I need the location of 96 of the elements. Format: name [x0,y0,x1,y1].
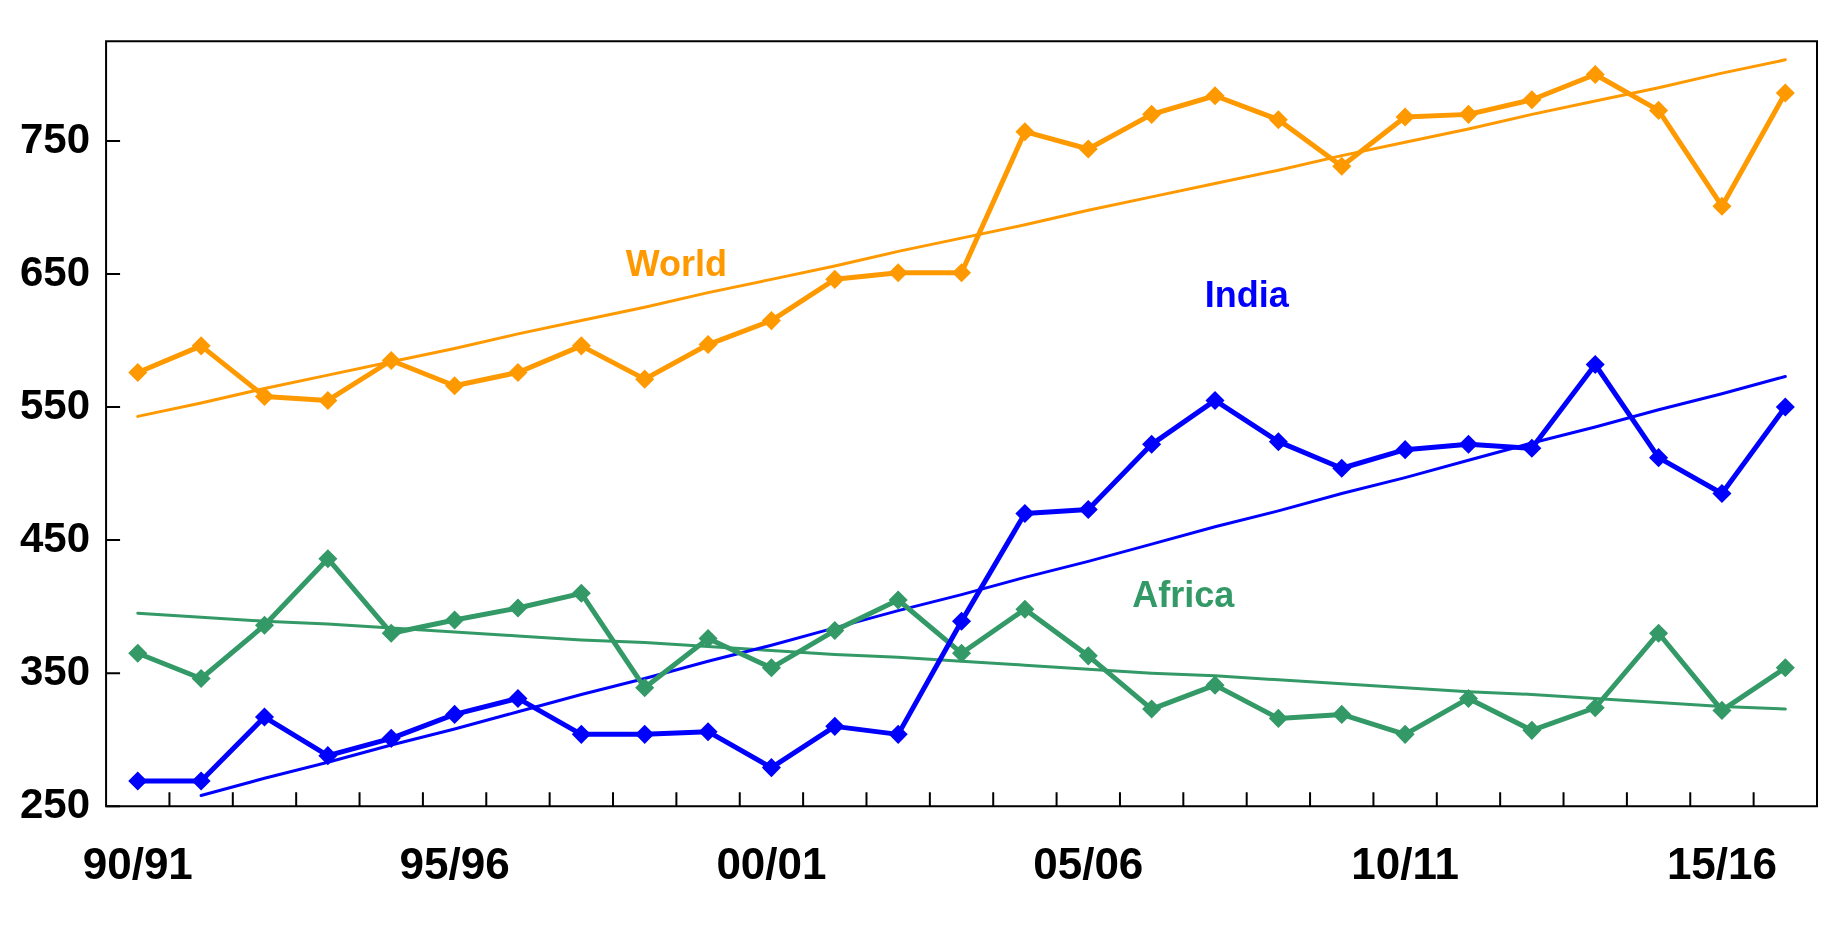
point [1206,391,1224,409]
point [1776,398,1794,416]
point [382,624,400,642]
point [1396,108,1414,126]
point [1016,505,1034,522]
point [1143,435,1161,453]
y-tick-label: 750 [20,114,91,162]
point [446,611,464,629]
point [1713,485,1731,503]
point [572,725,590,743]
y-tick-label: 450 [20,513,91,561]
point [889,591,907,609]
point [1459,689,1477,707]
point [1079,647,1097,665]
point [1776,84,1794,102]
point [1269,111,1287,129]
point [382,729,400,747]
point [509,599,527,617]
point [129,644,147,662]
y-tick-label: 250 [20,779,91,827]
text: India [1204,274,1290,316]
point [1079,140,1097,158]
point [762,659,780,677]
point [1333,459,1351,477]
point [1459,435,1477,453]
point [509,689,527,707]
point [636,725,654,743]
point [1586,699,1604,717]
point [1523,91,1541,109]
series-label: Africa [1132,574,1236,616]
point [1143,105,1161,123]
point [762,759,780,777]
point [953,644,971,662]
point [192,772,210,790]
point [1269,433,1287,451]
y-tick-label: 550 [20,380,91,428]
series-label: World [625,243,728,285]
point [1650,624,1668,642]
point [255,387,273,405]
point [319,391,337,409]
point [129,363,147,381]
y-tick-label: 650 [20,247,91,295]
point [1650,101,1668,119]
point [1333,157,1351,175]
point [1016,123,1034,141]
point [1333,705,1351,723]
point [1523,439,1541,457]
point [509,363,527,381]
x-tick-label: 10/11 [1351,838,1459,888]
point [192,669,210,687]
point [446,377,464,395]
point [1523,721,1541,739]
point [1396,441,1414,459]
point [699,336,717,354]
point [255,616,273,634]
point [1396,725,1414,743]
point [572,584,590,602]
x-tick-label: 05/06 [1033,838,1144,888]
point [1269,709,1287,727]
point [762,312,780,330]
point [1206,87,1224,105]
point [1586,65,1604,83]
point [826,270,844,288]
point [1713,197,1731,215]
x-tick-label: 00/01 [716,838,827,888]
point [382,352,400,369]
point [636,679,654,697]
point [319,550,337,568]
point [1650,449,1668,467]
point [1079,501,1097,519]
point [1143,700,1161,718]
point [1713,701,1731,719]
point [699,630,717,648]
point [699,723,717,741]
point [1206,676,1224,694]
point [129,772,147,790]
x-tick-label: 95/96 [399,838,510,888]
point [1459,105,1477,123]
point [1016,600,1034,618]
point [572,337,590,355]
point [1586,356,1604,373]
point [1776,659,1794,677]
point [889,264,907,282]
point [319,747,337,765]
point [826,622,844,640]
point [636,370,654,388]
point [192,337,210,355]
point [446,705,464,723]
point [889,725,907,743]
point [953,264,971,282]
point [826,717,844,735]
x-tick-label: 15/16 [1666,838,1777,888]
point [255,708,273,726]
point [953,612,971,630]
y-tick-label: 350 [20,646,91,694]
x-tick-label: 90/91 [82,838,193,888]
